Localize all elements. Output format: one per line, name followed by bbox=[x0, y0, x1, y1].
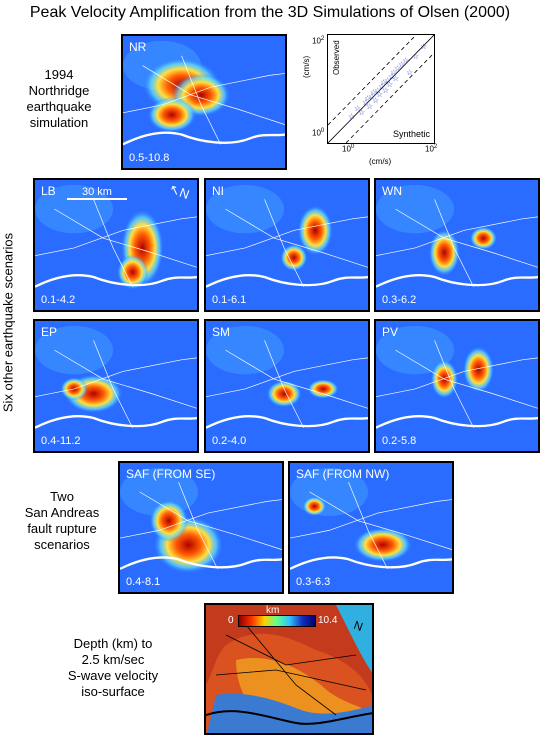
panel-range: 0.1-4.2 bbox=[41, 294, 76, 306]
panel-range: 0.3-6.3 bbox=[296, 576, 331, 588]
panel-range: 0.5-10.8 bbox=[129, 152, 170, 164]
scatter-point: ☆ bbox=[376, 90, 383, 99]
scatter-plot: ☆ ☆ ☆ ☆ ☆ ☆ ☆ ☆ ☆ ☆ ☆ ☆ ☆ ☆ ☆ ☆ ☆ ☆ ☆ ☆ ☆ ☆ ☆ ☆ ☆ Observed Synth… bbox=[327, 34, 435, 144]
scatter-yunits: (cm/s) bbox=[302, 55, 311, 78]
scatter-point: ☆ bbox=[380, 78, 387, 87]
map-shading bbox=[206, 180, 368, 310]
panel-code: SAF (FROM SE) bbox=[126, 467, 216, 481]
scatter-xtick-high: 102 bbox=[425, 144, 438, 154]
panel-saf-nw: SAF (FROM NW) 0.3-6.3 bbox=[288, 461, 454, 594]
northridge-label: 1994 Northridge earthquake simulation bbox=[26, 67, 92, 130]
scatter-points: ☆☆☆☆☆☆☆☆☆☆☆☆☆☆☆☆☆☆☆☆☆☆☆☆☆ bbox=[348, 42, 427, 121]
scatter-point: ☆ bbox=[348, 112, 355, 121]
scatter-xtick-low: 100 bbox=[342, 144, 355, 154]
scatter-point: ☆ bbox=[354, 104, 361, 113]
depth-label: Depth (km) to 2.5 km/sec S-wave velocity… bbox=[67, 636, 159, 699]
panel-range: 0.4-8.1 bbox=[126, 576, 161, 588]
scatter-point: ☆ bbox=[394, 64, 401, 73]
panel-range: 0.1-6.1 bbox=[212, 294, 247, 306]
map-shading bbox=[123, 36, 285, 168]
scatter-svg: ☆☆☆☆☆☆☆☆☆☆☆☆☆☆☆☆☆☆☆☆☆☆☆☆☆ bbox=[327, 34, 435, 144]
panel-sm: SM 0.2-4.0 bbox=[204, 319, 370, 453]
scatter-point: ☆ bbox=[390, 68, 397, 77]
depth-colorbar bbox=[238, 615, 316, 627]
scatter-point: ☆ bbox=[378, 82, 385, 91]
scatter-point: ☆ bbox=[358, 108, 365, 117]
map-shading bbox=[120, 463, 282, 592]
panel-pv: PV 0.2-5.8 bbox=[374, 319, 540, 453]
scatter-point: ☆ bbox=[402, 56, 409, 65]
panel-code: SAF (FROM NW) bbox=[296, 467, 390, 481]
panel-range: 0.3-6.2 bbox=[382, 294, 417, 306]
scatter-point: ☆ bbox=[370, 88, 377, 97]
scatter-point: ☆ bbox=[364, 94, 371, 103]
map-shading bbox=[35, 180, 197, 310]
san-andreas-label: Two San Andreas fault rupture scenarios bbox=[24, 489, 100, 552]
scatter-point: ☆ bbox=[362, 98, 369, 107]
scatter-point: ☆ bbox=[386, 80, 393, 89]
panel-code: WN bbox=[382, 184, 402, 198]
scatter-point: ☆ bbox=[420, 42, 427, 51]
map-shading bbox=[35, 321, 197, 451]
scatter-ytick-low: 100 bbox=[312, 128, 325, 138]
depth-max: 10.4 bbox=[318, 615, 338, 626]
depth-min: 0 bbox=[228, 615, 234, 626]
panel-code: NI bbox=[212, 184, 224, 198]
panel-wn: WN 0.3-6.2 bbox=[374, 178, 540, 312]
scatter-point: ☆ bbox=[412, 52, 419, 61]
scatter-point: ☆ bbox=[392, 74, 399, 83]
map-shading bbox=[376, 180, 538, 310]
scatter-point: ☆ bbox=[384, 76, 391, 85]
scatter-ylabel: Observed bbox=[332, 40, 341, 75]
scatter-xlabel: Synthetic bbox=[392, 129, 430, 139]
depth-map: km 0 10.4 N bbox=[204, 603, 374, 735]
scatter-ytick-high: 102 bbox=[312, 36, 325, 46]
scatter-point: ☆ bbox=[372, 96, 379, 105]
panel-code: EP bbox=[41, 325, 58, 339]
six-scenarios-label: Six other earthquake scenarios bbox=[0, 232, 16, 413]
panel-range: 0.2-4.0 bbox=[212, 435, 247, 447]
scale-bar: 30 km bbox=[67, 186, 127, 200]
scatter-xunits: (cm/s) bbox=[369, 157, 392, 166]
scatter-point: ☆ bbox=[374, 86, 381, 95]
scatter-point: ☆ bbox=[382, 86, 389, 95]
map-shading bbox=[290, 463, 452, 592]
panel-range: 0.2-5.8 bbox=[382, 435, 417, 447]
scatter-point: ☆ bbox=[368, 92, 375, 101]
depth-map-svg bbox=[206, 605, 372, 733]
panel-code: LB bbox=[41, 184, 56, 198]
panel-range: 0.4-11.2 bbox=[41, 435, 81, 447]
scatter-point: ☆ bbox=[398, 60, 405, 69]
panel-nr: NR 0.5-10.8 bbox=[121, 34, 287, 170]
scatter-point: ☆ bbox=[388, 72, 395, 81]
map-shading bbox=[206, 321, 368, 451]
panel-code: PV bbox=[382, 325, 399, 339]
panel-code: NR bbox=[129, 40, 147, 54]
scatter-point: ☆ bbox=[366, 102, 373, 111]
depth-unit: km bbox=[266, 605, 280, 616]
panel-lb: LB 0.1-4.2 30 km ↖N bbox=[33, 178, 199, 312]
panel-saf-se: SAF (FROM SE) 0.4-8.1 bbox=[118, 461, 284, 594]
figure-title: Peak Velocity Amplification from the 3D … bbox=[29, 4, 511, 21]
scatter-point: ☆ bbox=[406, 68, 413, 77]
panel-code: SM bbox=[212, 325, 230, 339]
panel-ep: EP 0.4-11.2 bbox=[33, 319, 199, 453]
panel-ni: NI 0.1-6.1 bbox=[204, 178, 370, 312]
map-shading bbox=[376, 321, 538, 451]
